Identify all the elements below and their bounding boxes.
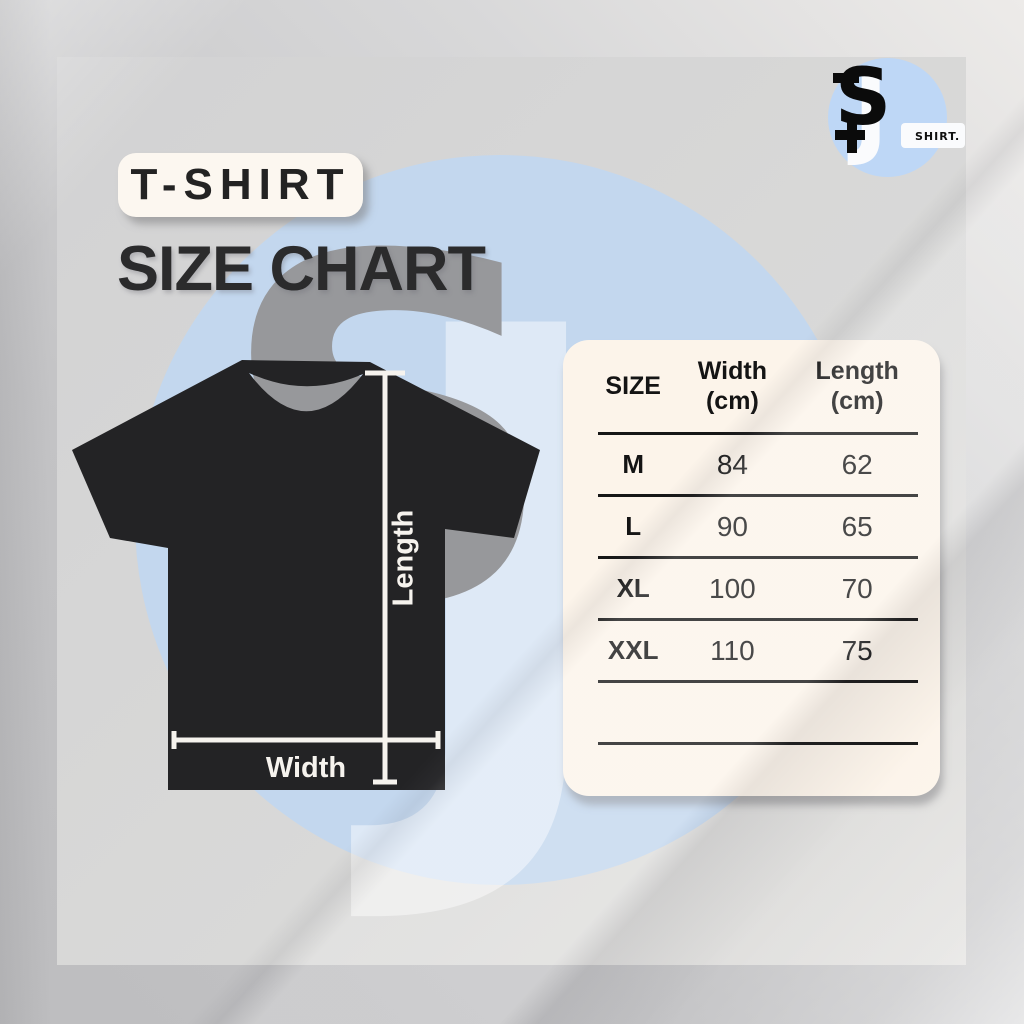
logo-letter-s: S <box>835 57 892 143</box>
tshirt-diagram: Length Width <box>63 353 543 805</box>
page-title: SIZE CHART <box>117 234 486 304</box>
table-row-m: M 84 62 <box>598 435 918 497</box>
size-table: SIZE Width (cm) Length (cm) M 84 62 <box>598 340 918 745</box>
product-badge-label: T-SHIRT <box>130 160 351 209</box>
product-badge: T-SHIRT <box>118 153 363 217</box>
tshirt-silhouette: Length Width <box>72 360 540 790</box>
size-table-panel: SIZE Width (cm) Length (cm) M 84 62 <box>563 340 940 796</box>
logo-brand-text: SHIRT. <box>915 130 961 143</box>
poster-card: J S J S SHIRT. T-SHIRT SIZE CHART <box>57 57 966 965</box>
column-header-size: SIZE <box>605 372 661 400</box>
logo-tick-horizontal <box>835 130 865 140</box>
table-header-row: SIZE Width (cm) Length (cm) <box>598 340 918 435</box>
column-header-width: Width (cm) <box>697 357 767 415</box>
table-row-empty <box>598 683 918 745</box>
width-label: Width <box>266 752 346 784</box>
table-row-xxl: XXL 110 75 <box>598 621 918 683</box>
table-row-l: L 90 65 <box>598 497 918 559</box>
table-row-xl: XL 100 70 <box>598 559 918 621</box>
column-header-length: Length (cm) <box>815 357 899 415</box>
tshirt-shape <box>72 360 540 790</box>
length-label: Length <box>388 510 420 607</box>
logo-top-bar <box>833 73 859 83</box>
brand-logo: J S SHIRT. <box>823 57 966 207</box>
